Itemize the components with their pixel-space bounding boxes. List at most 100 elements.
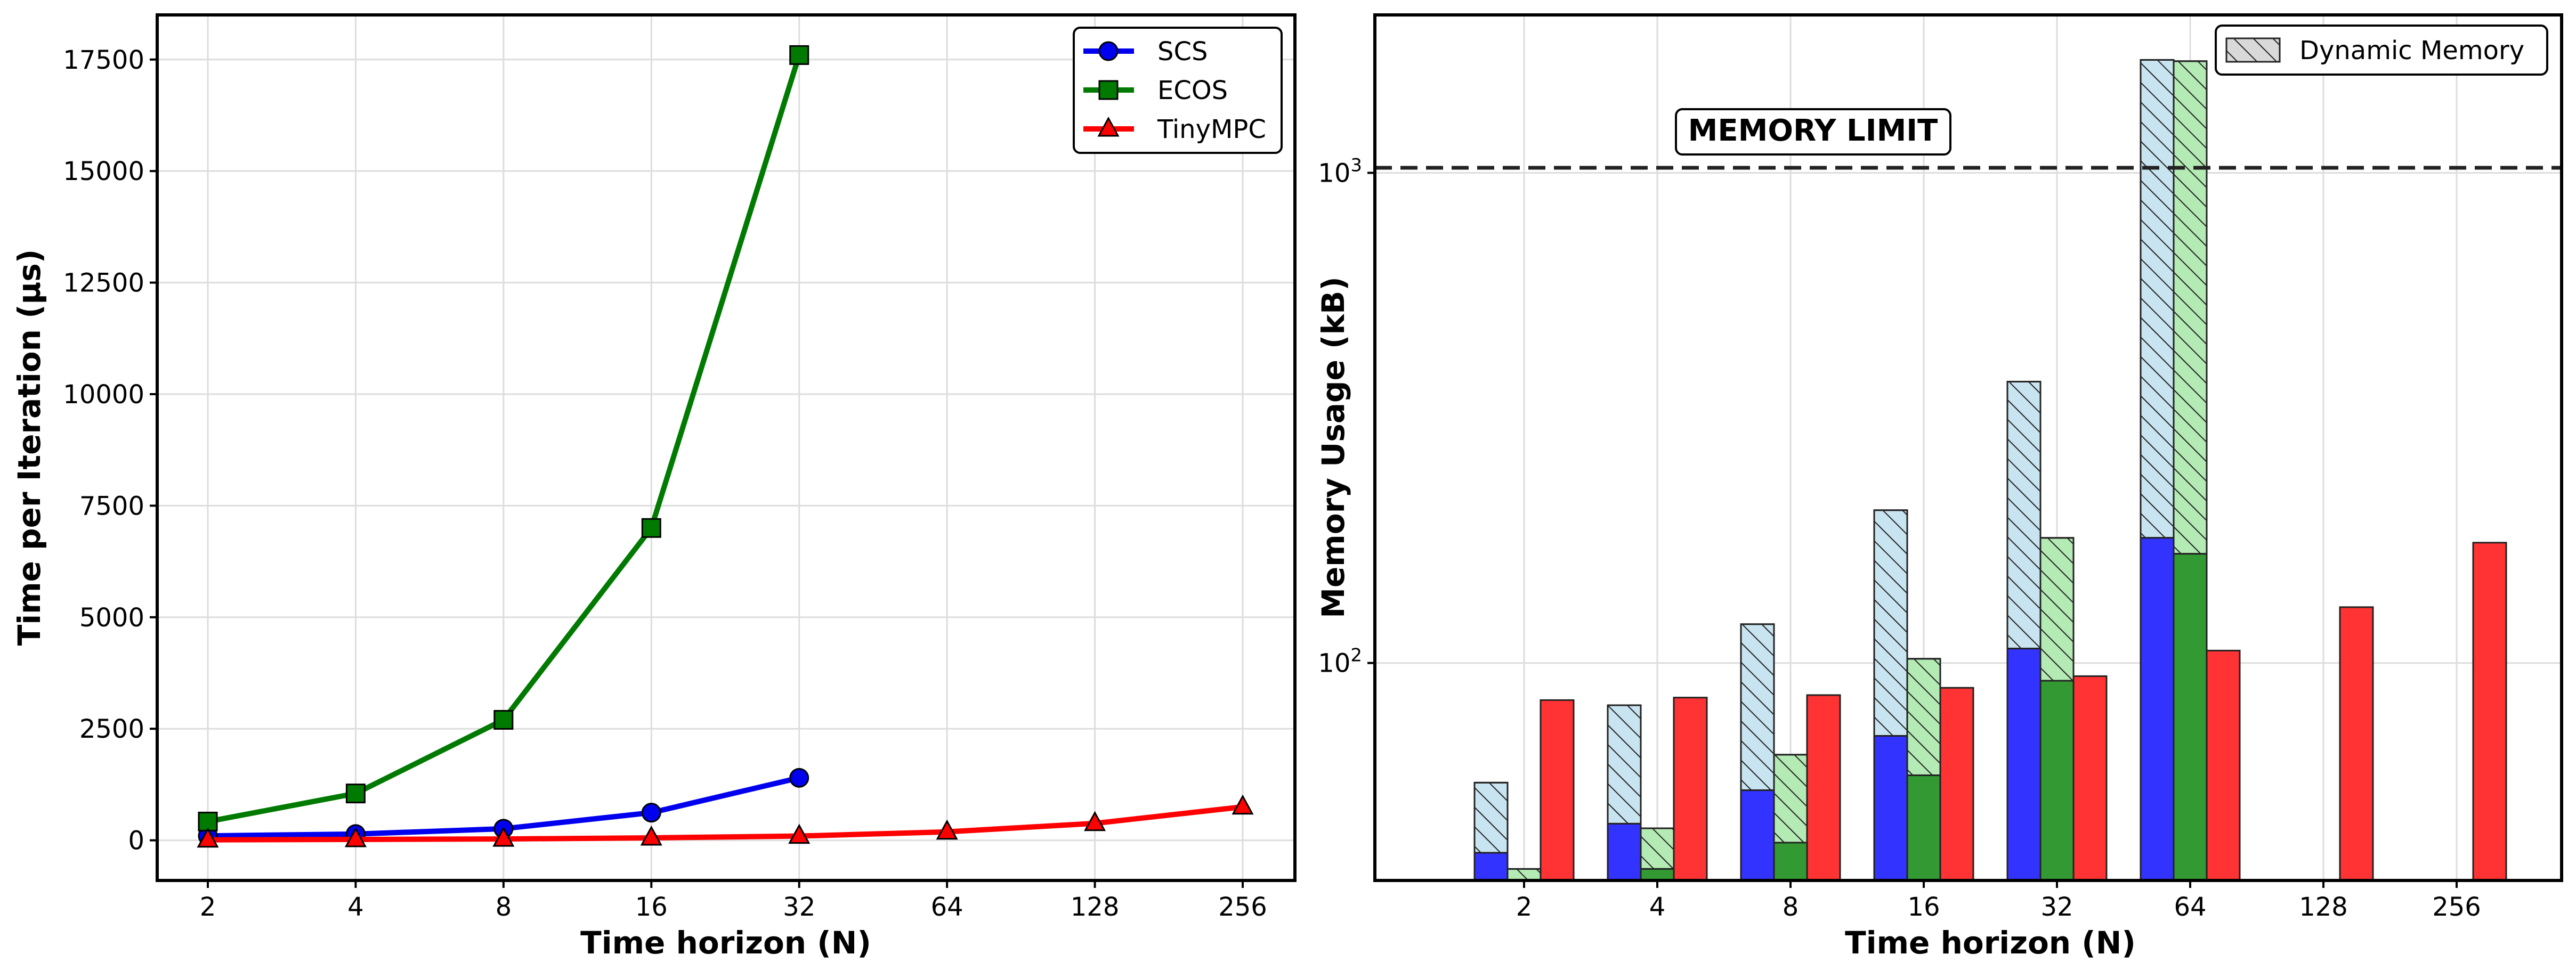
memory-chart-x-tick-label: 64 <box>2174 892 2206 922</box>
tinympc-static-bar <box>2206 649 2241 882</box>
scs-dynamic-bar-hatch <box>2140 59 2175 539</box>
memory-chart-y-tick-label: 103 <box>1318 155 1362 189</box>
tinympc-legend-label: TinyMPC <box>1157 115 1266 144</box>
time-chart-legend: SCS ECOS TinyMPC <box>1073 27 1283 154</box>
tinympc-static-bar <box>1806 694 1841 882</box>
ecos-dynamic-bar-hatch <box>1773 754 1808 844</box>
memory-chart-bars <box>1473 59 2507 882</box>
scs-point <box>641 803 661 823</box>
ecos-static-bar <box>1640 868 1675 882</box>
time-chart-x-tick-label: 4 <box>347 892 364 922</box>
time-chart-y-tick-label: 5000 <box>79 603 144 633</box>
time-chart-y-ticks: 0 2500 5000 7500 10000 12500 15000 17500 <box>63 45 157 856</box>
scs-static-bar <box>1873 735 1908 882</box>
tinympc-series-line <box>207 804 1243 843</box>
time-chart-x-ticks: 2 4 8 16 32 64 128 256 <box>200 880 1267 922</box>
tinympc-point <box>344 827 367 847</box>
scs-static-bar <box>2006 648 2042 882</box>
memory-chart-legend-label: Dynamic Memory <box>2299 36 2524 66</box>
memory-chart-x-tick-label: 2 <box>1516 892 1533 922</box>
memory-chart-y-axis-label: Memory Usage (kB) <box>1315 276 1351 618</box>
tinympc-static-bar <box>1673 697 1708 882</box>
tinympc-point <box>1232 794 1254 815</box>
time-chart-x-tick-label: 256 <box>1218 892 1267 922</box>
tinympc-static-bar <box>2339 606 2374 882</box>
tinympc-static-bar <box>1540 699 1575 882</box>
time-chart-series <box>197 45 1254 848</box>
ecos-dynamic-bar-hatch <box>1506 868 1542 882</box>
scs-legend-marker <box>1098 41 1119 61</box>
time-chart-y-tick-label: 15000 <box>63 157 144 186</box>
memory-chart-x-axis-label: Time horizon (N) <box>1845 925 2136 961</box>
time-chart-y-tick-label: 17500 <box>63 45 144 75</box>
scs-legend-label: SCS <box>1157 37 1208 67</box>
time-chart-x-tick-label: 8 <box>496 892 512 922</box>
ecos-static-bar <box>1773 842 1808 882</box>
scs-dynamic-bar-hatch <box>1473 781 1509 854</box>
memory-chart: 2 4 8 16 32 64 128 256 102 103 MEMORY LIMIT Time… <box>1315 13 2563 961</box>
scs-static-bar <box>1740 789 1775 882</box>
time-chart-legend-box <box>1073 27 1283 154</box>
ecos-point <box>345 784 366 804</box>
ecos-dynamic-bar-hatch <box>1640 827 1675 870</box>
tinympc-point <box>640 825 662 846</box>
time-chart-x-tick-label: 2 <box>200 892 216 922</box>
memory-chart-frame <box>1373 13 2563 882</box>
ecos-legend-marker <box>1098 80 1119 100</box>
time-chart-y-tick-label: 2500 <box>79 714 144 744</box>
time-chart-frame <box>156 13 1297 882</box>
memory-limit-label-frame <box>1675 108 1951 156</box>
memory-chart-x-ticks: 2 4 8 16 32 64 128 256 <box>1516 880 2481 922</box>
scs-dynamic-bar-hatch <box>2006 380 2042 650</box>
tinympc-static-bar <box>2472 542 2507 882</box>
tinympc-point <box>788 823 811 844</box>
time-chart-x-tick-label: 32 <box>783 892 815 922</box>
tinympc-static-bar <box>1939 687 1974 882</box>
tinympc-point <box>936 819 958 840</box>
time-chart-legend-entries: SCS ECOS TinyMPC <box>1083 37 1266 144</box>
memory-limit-label: MEMORY LIMIT <box>1688 113 1938 148</box>
ecos-static-bar <box>2173 553 2208 882</box>
scs-dynamic-bar-hatch <box>1873 509 1908 737</box>
tinympc-legend-marker <box>1097 116 1120 137</box>
ecos-dynamic-bar-hatch <box>1906 658 1941 777</box>
time-chart-x-tick-label: 128 <box>1071 892 1120 922</box>
tinympc-point <box>492 826 515 847</box>
ecos-point <box>789 45 809 65</box>
ecos-static-bar <box>2039 680 2075 882</box>
memory-chart-legend-box <box>2215 25 2548 76</box>
memory-chart-y-ticks: 102 103 <box>1318 155 1375 679</box>
time-chart-x-tick-label: 16 <box>635 892 668 922</box>
memory-chart-x-tick-label: 8 <box>1783 892 1799 922</box>
time-chart-y-tick-label: 12500 <box>63 268 144 298</box>
memory-chart-x-tick-label: 32 <box>2040 892 2073 922</box>
time-chart-y-tick-label: 10000 <box>63 380 144 410</box>
tinympc-point <box>197 827 219 848</box>
scs-point <box>789 768 809 788</box>
ecos-legend-label: ECOS <box>1157 76 1228 105</box>
tinympc-point <box>1084 811 1106 831</box>
memory-chart-legend: Dynamic Memory <box>2215 25 2548 76</box>
time-chart-x-tick-label: 64 <box>931 892 963 922</box>
memory-chart-x-tick-label: 128 <box>2299 892 2348 922</box>
time-chart: 2 4 8 16 32 64 128 256 0 2500 5000 7500 10000 12500 1… <box>11 13 1297 961</box>
tinympc-static-bar <box>2072 675 2108 882</box>
ecos-point <box>641 518 661 538</box>
memory-chart-y-tick-label: 102 <box>1318 645 1362 679</box>
memory-chart-legend-swatch-hatch <box>2225 37 2281 63</box>
ecos-dynamic-bar-hatch <box>2039 537 2075 682</box>
memory-limit-label-box: MEMORY LIMIT <box>1675 108 1951 156</box>
memory-chart-x-tick-label: 4 <box>1649 892 1666 922</box>
memory-chart-x-tick-label: 16 <box>1907 892 1940 922</box>
scs-static-bar <box>1607 822 1642 882</box>
time-chart-x-axis-label: Time horizon (N) <box>580 925 871 961</box>
time-chart-y-axis-label: Time per Iteration (µs) <box>11 249 47 646</box>
time-chart-y-tick-label: 7500 <box>79 491 144 521</box>
scs-static-bar <box>1473 852 1509 882</box>
scs-dynamic-bar-hatch <box>1740 623 1775 792</box>
ecos-point <box>493 709 514 730</box>
memory-chart-x-tick-label: 256 <box>2432 892 2481 922</box>
scs-dynamic-bar-hatch <box>1607 704 1642 825</box>
